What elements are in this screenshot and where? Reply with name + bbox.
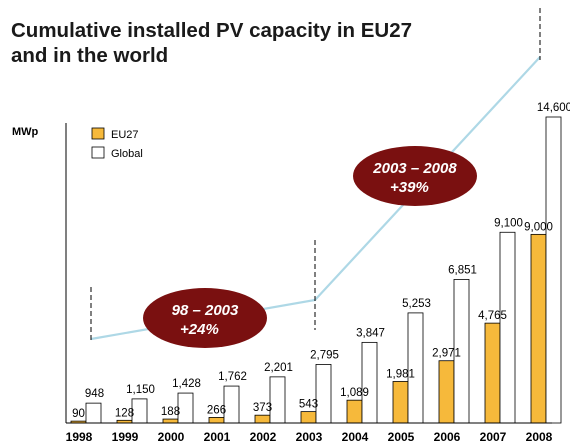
data-label-global-1999: 1,150 — [126, 384, 155, 396]
growth-ellipse-1 — [143, 288, 267, 348]
data-label-eu27-2000: 188 — [161, 406, 180, 418]
growth-rate-label-2: +39% — [390, 179, 429, 196]
bar-global-1998 — [85, 402, 102, 424]
bar-eu27-2006 — [438, 360, 455, 424]
data-label-eu27-2007: 4,765 — [478, 310, 507, 322]
chart-title-line-2: and in the world — [11, 44, 169, 67]
data-label-eu27-2008: 9,000 — [524, 221, 553, 233]
data-label-global-2000: 1,428 — [172, 378, 201, 390]
bar-eu27-2000 — [162, 418, 179, 424]
bar-global-2001 — [223, 385, 240, 424]
x-tick-label-2007: 2007 — [480, 430, 507, 444]
data-label-global-1998: 948 — [85, 388, 104, 400]
growth-rate-label-1: +24% — [180, 321, 219, 338]
x-tick-label-2008: 2008 — [526, 430, 553, 444]
x-tick-label-2002: 2002 — [250, 430, 277, 444]
chart-title: Cumulative installed PV capacity in EU27… — [11, 18, 412, 68]
bar-global-2000 — [177, 392, 194, 424]
x-tick-label-2001: 2001 — [204, 430, 231, 444]
bar-global-2008 — [545, 116, 562, 424]
data-label-eu27-2003: 543 — [299, 399, 318, 411]
data-label-eu27-1999: 128 — [115, 407, 134, 419]
legend-label-eu27: EU27 — [111, 129, 139, 141]
data-label-eu27-2001: 266 — [207, 404, 226, 416]
bar-global-1999 — [131, 398, 148, 424]
bar-eu27-2002 — [254, 414, 271, 424]
data-label-global-2008: 14,600 — [537, 102, 570, 114]
x-tick-label-2005: 2005 — [388, 430, 415, 444]
data-label-eu27-2006: 2,971 — [432, 348, 461, 360]
bar-global-2004 — [361, 341, 378, 424]
data-label-global-2005: 5,253 — [402, 298, 431, 310]
bar-eu27-2004 — [346, 399, 363, 424]
bar-eu27-2003 — [300, 411, 317, 424]
data-label-global-2003: 2,795 — [310, 349, 339, 361]
chart-title-line-1: Cumulative installed PV capacity in EU27 — [11, 19, 413, 42]
bar-global-2003 — [315, 364, 332, 424]
legend-swatch-eu27 — [91, 127, 105, 140]
legend-label-global: Global — [111, 148, 143, 160]
data-label-eu27-1998: 90 — [72, 408, 85, 420]
data-label-eu27-2002: 373 — [253, 402, 272, 414]
x-tick-label-2006: 2006 — [434, 430, 461, 444]
data-label-global-2002: 2,201 — [264, 362, 293, 374]
x-tick-label-1999: 1999 — [112, 430, 139, 444]
bar-eu27-2007 — [484, 322, 501, 424]
data-label-eu27-2005: 1,981 — [386, 368, 415, 380]
bar-eu27-2001 — [208, 417, 225, 424]
x-tick-label-2000: 2000 — [158, 430, 185, 444]
legend-swatch-global — [91, 146, 105, 159]
bar-eu27-2008 — [530, 233, 547, 424]
data-label-global-2004: 3,847 — [356, 327, 385, 339]
data-label-global-2007: 9,100 — [494, 217, 523, 229]
data-label-eu27-2004: 1,089 — [340, 387, 369, 399]
bar-global-2007 — [499, 231, 516, 424]
growth-ellipse-2 — [353, 146, 477, 206]
growth-period-label-2: 2003 – 2008 — [372, 160, 457, 177]
data-label-global-2006: 6,851 — [448, 264, 477, 276]
x-tick-label-2003: 2003 — [296, 430, 323, 444]
growth-period-label-1: 98 – 2003 — [172, 302, 239, 319]
x-tick-label-2004: 2004 — [342, 430, 369, 444]
bar-eu27-2005 — [392, 381, 409, 424]
x-tick-label-1998: 1998 — [66, 430, 93, 444]
y-axis-label: MWp — [12, 126, 39, 138]
bar-global-2002 — [269, 376, 286, 424]
data-label-global-2001: 1,762 — [218, 371, 247, 383]
